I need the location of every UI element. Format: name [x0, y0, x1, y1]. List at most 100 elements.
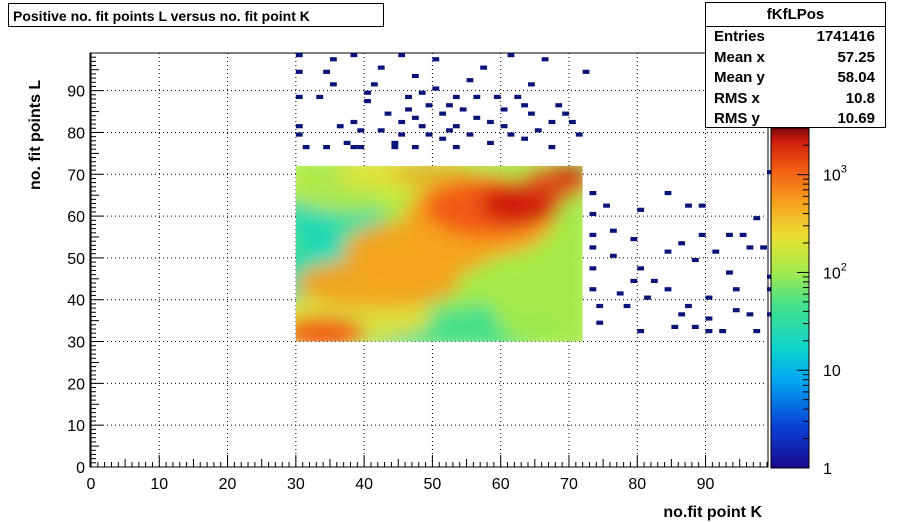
sparse-bin	[391, 145, 399, 150]
colorbar-tick-label: 103	[823, 164, 847, 185]
y-axis-label: no. fit points L	[27, 80, 44, 190]
sparse-bin	[664, 287, 672, 292]
x-tick-label: 90	[697, 476, 715, 493]
x-tick-label: 70	[560, 476, 578, 493]
sparse-bin	[732, 308, 740, 313]
sparse-bin	[528, 111, 535, 116]
x-axis-label: no.fit point K	[663, 504, 762, 521]
stats-label: Mean x	[714, 48, 765, 66]
sparse-bin	[548, 145, 556, 150]
sparse-bin	[295, 124, 303, 129]
sparse-bin	[767, 274, 774, 279]
sparse-bin	[698, 203, 706, 208]
y-tick-label: 80	[67, 125, 85, 142]
x-tick-label: 60	[492, 476, 510, 493]
y-tick-label: 30	[67, 335, 85, 352]
y-tick-label: 0	[76, 460, 85, 477]
x-tick-label: 10	[150, 476, 168, 493]
sparse-bin	[405, 94, 412, 99]
sparse-bin	[459, 107, 467, 112]
sparse-bin	[691, 324, 699, 329]
sparse-bin	[616, 291, 624, 296]
sparse-bin	[411, 145, 419, 150]
sparse-bin	[377, 65, 385, 70]
sparse-bin	[500, 124, 508, 129]
stats-value: 58.04	[837, 69, 875, 86]
sparse-bin	[698, 232, 706, 237]
heat-blob	[493, 270, 583, 342]
sparse-bin	[664, 249, 672, 254]
x-tick-label: 80	[628, 476, 646, 493]
x-tick-label: 0	[87, 476, 96, 493]
sparse-bin	[685, 303, 692, 309]
sparse-bin	[562, 111, 569, 116]
sparse-bin	[295, 94, 303, 99]
stats-row-mean-x: Mean x 57.25	[706, 48, 885, 69]
sparse-bin	[691, 257, 699, 263]
stats-value: 10.8	[845, 89, 875, 107]
sparse-bin	[350, 119, 358, 125]
sparse-bin	[480, 65, 488, 70]
sparse-bin	[350, 53, 358, 58]
sparse-bin	[746, 312, 754, 317]
colorbar-tick-label: 102	[823, 261, 847, 282]
sparse-bin	[432, 86, 440, 91]
sparse-bin	[452, 145, 460, 150]
stats-row-entries: Entries 1741416	[706, 27, 885, 48]
sparse-bin	[439, 136, 447, 141]
y-tick-label: 50	[67, 251, 85, 268]
x-tick-label: 30	[287, 476, 305, 493]
y-tick-label: 20	[67, 376, 85, 393]
sparse-bin	[589, 287, 597, 292]
sparse-bin	[582, 69, 590, 74]
sparse-bin	[343, 140, 351, 145]
sparse-bin	[411, 73, 419, 79]
sparse-bin	[418, 90, 426, 95]
sparse-bin	[439, 111, 447, 116]
y-tick-label: 60	[67, 209, 85, 226]
sparse-bin	[753, 329, 761, 334]
sparse-bin	[555, 103, 563, 108]
heat-blob	[521, 165, 583, 200]
stats-name: fKfLPos	[706, 3, 885, 27]
heat-blob	[295, 316, 365, 342]
sparse-bin	[760, 245, 767, 250]
sparse-bin	[534, 128, 542, 133]
x-tick-label: 20	[219, 476, 237, 493]
sparse-bin	[487, 119, 494, 125]
sparse-bin	[685, 203, 692, 208]
sparse-bin	[637, 266, 645, 271]
sparse-bins	[295, 53, 774, 334]
x-tick-label: 50	[424, 476, 442, 493]
stats-box: fKfLPos Entries 1741416 Mean x 57.25 Mea…	[705, 2, 886, 128]
sparse-bin	[589, 245, 597, 250]
axes: 0 10 20 30 40 50 60 70 80 90 0 10 20 30 40 50 60 70 80 90	[67, 52, 768, 493]
sparse-bin	[623, 303, 631, 309]
stats-label: RMS y	[714, 110, 760, 127]
sparse-bin	[350, 145, 358, 150]
sparse-bin	[364, 99, 371, 104]
sparse-bin	[712, 249, 720, 254]
sparse-bin	[507, 132, 515, 137]
sparse-bin	[377, 128, 385, 133]
sparse-bin	[726, 232, 733, 237]
sparse-bin	[767, 312, 774, 317]
sparse-bin	[473, 115, 481, 120]
sparse-bin	[705, 316, 713, 321]
sparse-bin	[329, 82, 337, 87]
colorbar-tick-label: 1	[823, 461, 832, 478]
sparse-bin	[732, 287, 740, 292]
stats-value: 1741416	[816, 28, 875, 45]
sparse-bin	[589, 266, 597, 271]
chart-title-box: Positive no. fit points L versus no. fit…	[8, 3, 384, 27]
sparse-bin	[548, 119, 556, 125]
sparse-bin	[541, 57, 549, 62]
sparse-bin	[411, 115, 419, 120]
sparse-bin	[323, 145, 330, 150]
sparse-bin	[452, 124, 460, 129]
y-tick-label: 10	[67, 418, 85, 435]
sparse-bin	[630, 278, 638, 283]
sparse-bin	[644, 295, 651, 300]
x-tick-label: 40	[355, 476, 373, 493]
